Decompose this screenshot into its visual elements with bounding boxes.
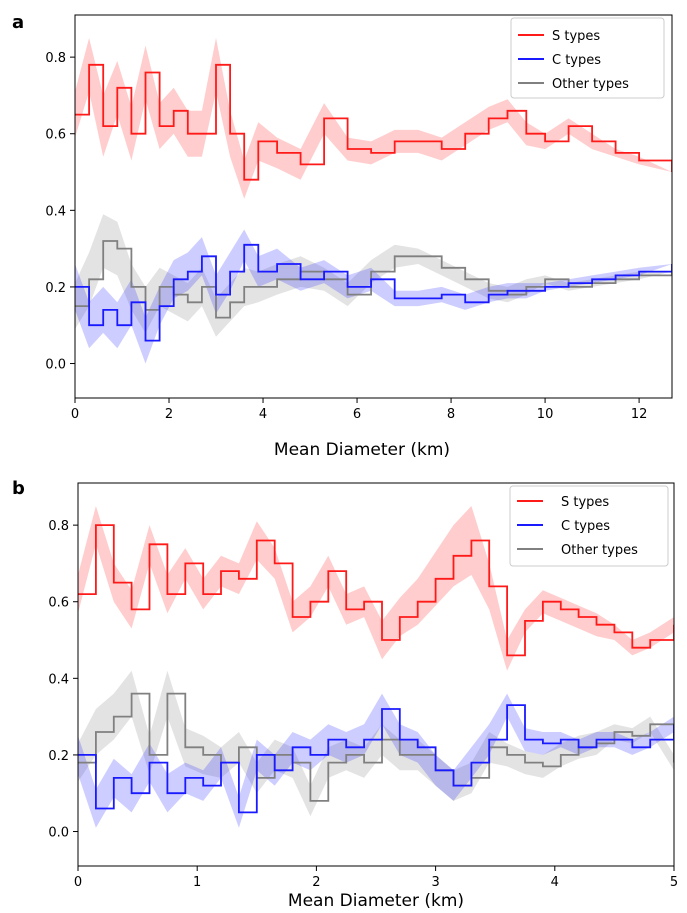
y-tick-label-a: 0.8 <box>45 51 66 66</box>
panel-label-a: a <box>12 12 24 33</box>
plot-area-b <box>78 506 674 828</box>
band-c-types-b <box>78 693 674 828</box>
x-tick-label-a: 4 <box>259 407 267 422</box>
legend-label-other-b: Other types <box>561 543 638 558</box>
legend-box-a <box>510 17 665 99</box>
x-tick-label-a: 6 <box>353 407 361 422</box>
panel-b: b Mean Diameter (km) S types C types Oth… <box>12 478 678 911</box>
x-tick-label-a: 8 <box>447 407 455 422</box>
series-line-s-types-a <box>75 63 672 181</box>
axes-ticks-b: 0 1 2 3 4 5 0.0 0.2 0.4 0.6 0.8 <box>48 519 678 890</box>
x-tick-label-b: 3 <box>431 875 439 890</box>
series-line-other-types-b <box>78 692 674 802</box>
series-line-c-types-b <box>78 704 674 814</box>
y-tick-label-a: 0.2 <box>45 281 66 296</box>
x-tick-label-a: 2 <box>165 407 173 422</box>
axes-frame-a <box>74 14 673 399</box>
plot-area-a <box>75 38 672 364</box>
x-axis-label-b: Mean Diameter (km) <box>288 891 464 911</box>
legend-a: S types C types Other types <box>510 17 665 99</box>
y-tick-label-a: 0.4 <box>45 204 66 219</box>
y-tick-label-b: 0.2 <box>48 749 69 764</box>
y-tick-label-b: 0.0 <box>48 826 69 841</box>
legend-label-c-a: C types <box>552 53 601 68</box>
legend-box-b <box>509 485 669 567</box>
x-tick-label-a: 12 <box>631 407 648 422</box>
legend-label-s-a: S types <box>552 29 600 44</box>
series-line-c-types-a <box>75 243 672 342</box>
x-tick-label-a: 0 <box>71 407 79 422</box>
series-line-s-types-b <box>78 524 674 657</box>
band-c-types-a <box>75 229 672 364</box>
band-other-types-b <box>78 670 674 817</box>
y-tick-label-b: 0.8 <box>48 519 69 534</box>
axes-ticks-a: 0 2 4 6 8 10 12 0.0 0.2 0.4 0.6 0.8 <box>45 51 647 422</box>
band-s-types-a <box>75 38 672 199</box>
y-tick-label-a: 0.0 <box>45 358 66 373</box>
x-axis-label-a: Mean Diameter (km) <box>274 440 450 460</box>
legend-b: S types C types Other types <box>509 485 669 567</box>
x-tick-label-a: 10 <box>537 407 554 422</box>
axes-frame-b <box>77 482 675 867</box>
x-tick-label-b: 5 <box>670 875 678 890</box>
legend-label-c-b: C types <box>561 519 610 534</box>
panel-label-b: b <box>12 478 25 499</box>
y-tick-label-b: 0.4 <box>48 672 69 687</box>
legend-label-s-b: S types <box>561 495 609 510</box>
x-tick-label-b: 4 <box>551 875 559 890</box>
x-tick-label-b: 2 <box>312 875 320 890</box>
legend-label-other-a: Other types <box>552 77 629 92</box>
x-tick-label-b: 0 <box>74 875 82 890</box>
y-tick-label-a: 0.6 <box>45 128 66 143</box>
band-other-types-a <box>75 214 672 337</box>
y-tick-label-b: 0.6 <box>48 596 69 611</box>
panel-a: a Mean Diameter (km) S types C types Oth… <box>12 12 673 460</box>
x-tick-label-b: 1 <box>193 875 201 890</box>
